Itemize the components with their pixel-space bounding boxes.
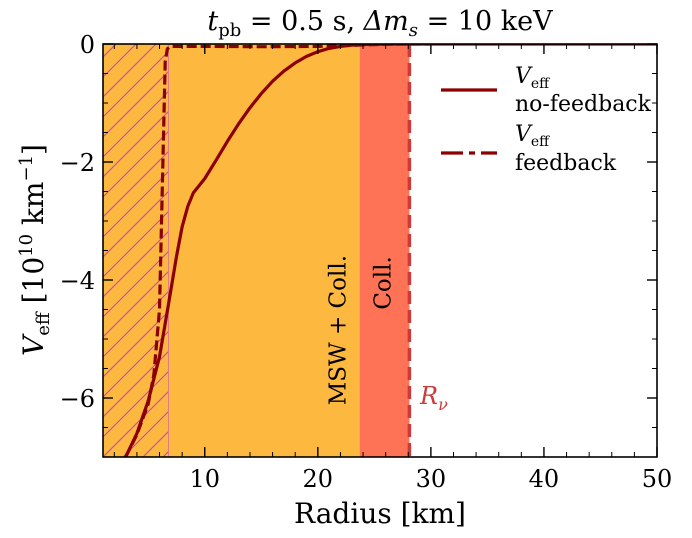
legend-label-feedback-main: Veff [515, 122, 550, 150]
y-label-rest: [10 [17, 257, 50, 312]
region-labels-layer: MSW + Coll. Coll. [326, 255, 397, 405]
title-t-sub: pb [218, 20, 241, 41]
x-tick-label-40: 40 [529, 465, 560, 493]
title-delta-sub: s [409, 20, 418, 41]
x-axis-label: Radius [km] [294, 497, 466, 530]
y-tick-label-3: −6 [60, 385, 95, 413]
legend1-sub: eff [531, 76, 550, 92]
y-tick-label-0: 0 [80, 31, 95, 59]
title-eq1: = 0.5 s, [241, 6, 363, 37]
legend: Veff no-feedback Veff feedback [441, 64, 652, 176]
ticks-layer: 10 20 30 40 50 0 −2 −4 −6 [60, 31, 673, 493]
r-nu-sub: ν [438, 395, 448, 414]
r-nu-label: Rν [419, 382, 448, 414]
title-delta: Δm [363, 6, 409, 37]
y-label-v: V [17, 333, 50, 356]
msw-coll-region-label: MSW + Coll. [326, 255, 352, 405]
hatched-region [103, 44, 169, 457]
legend-label-no-feedback-text: no-feedback [515, 92, 652, 117]
y-label-exp: 10 [16, 234, 37, 257]
legend2-v: V [515, 122, 533, 147]
title-eq2: = 10 keV [418, 6, 553, 37]
y-axis-label: Veff [1010 km−1] [16, 144, 54, 356]
legend-label-no-feedback-main: Veff [515, 64, 550, 92]
coll-region-label: Coll. [371, 256, 397, 309]
msw-coll-region [168, 44, 360, 457]
y-tick-label-2: −4 [60, 267, 95, 295]
regions-layer [103, 44, 412, 457]
coll-region [359, 44, 410, 457]
y-label-close: ] [17, 144, 50, 155]
y-label-unit: km [17, 182, 50, 234]
legend-label-feedback-text: feedback [515, 151, 617, 176]
x-tick-label-50: 50 [642, 465, 673, 493]
x-tick-label-10: 10 [189, 465, 220, 493]
title-t: t [207, 6, 218, 37]
y-label-unit-exp: −1 [16, 155, 37, 182]
x-tick-label-20: 20 [303, 465, 334, 493]
chart-title: tpb = 0.5 s, Δms = 10 keV [207, 6, 553, 41]
legend2-sub: eff [531, 134, 550, 150]
x-tick-label-30: 30 [416, 465, 447, 493]
legend1-v: V [515, 64, 533, 89]
r-nu-main: R [419, 382, 438, 410]
y-label-sub: eff [33, 311, 54, 336]
y-tick-label-1: −2 [60, 149, 95, 177]
